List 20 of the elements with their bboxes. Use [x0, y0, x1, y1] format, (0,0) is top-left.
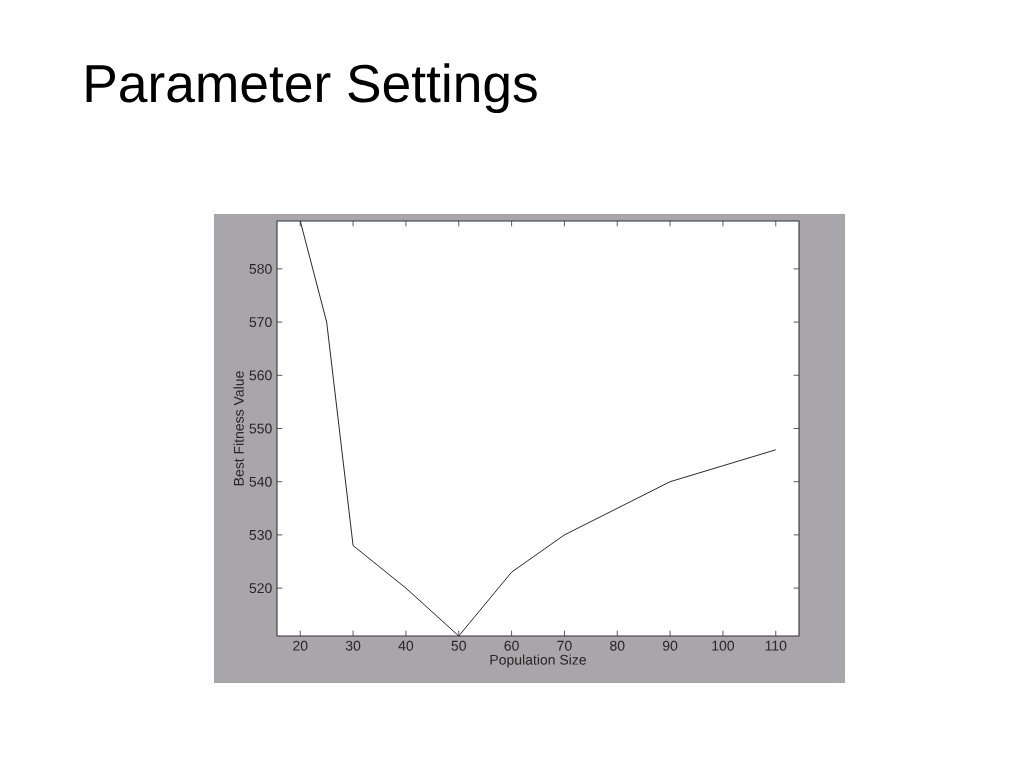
y-tick-label: 540 — [249, 476, 272, 487]
y-tick-label: 580 — [249, 263, 272, 274]
y-tick-label: 530 — [249, 529, 272, 540]
x-tick-label: 30 — [345, 640, 361, 651]
x-tick-label: 90 — [662, 640, 678, 651]
y-tick-label: 550 — [249, 423, 272, 434]
x-tick-label: 70 — [557, 640, 572, 651]
x-tick-label: 60 — [504, 640, 519, 651]
x-tick-label: 20 — [293, 640, 308, 651]
x-tick-label: 100 — [712, 640, 735, 651]
x-tick-label: 80 — [610, 640, 625, 651]
y-tick-label: 570 — [249, 317, 272, 328]
x-tick-label: 40 — [398, 640, 414, 651]
x-tick-label: 110 — [765, 640, 787, 651]
y-tick-label: 520 — [249, 583, 272, 594]
y-tick-label: 560 — [249, 370, 272, 381]
y-axis-title: Best Fitness Value — [233, 371, 244, 486]
x-axis-title: Population Size — [490, 654, 586, 668]
chart-title: Parameter Settings — [86, 63, 537, 114]
x-tick-label: 50 — [451, 640, 466, 651]
